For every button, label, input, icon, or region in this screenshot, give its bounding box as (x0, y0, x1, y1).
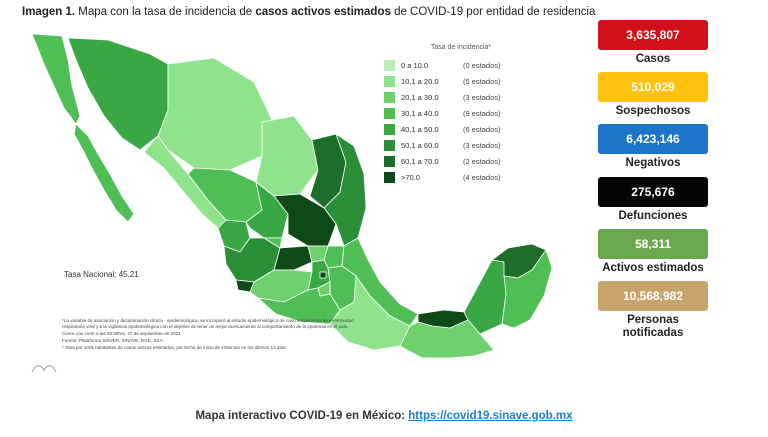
legend-swatch (384, 139, 395, 151)
stat-label: Casos (635, 53, 671, 65)
stats-panel: 3,635,807 Casos 510,029 Sospechosos 6,423,14… (598, 20, 708, 347)
state-sonora[interactable] (67, 37, 169, 151)
legend-item: 30.1 a 40.0 (9 estados) (384, 105, 544, 121)
legend-range: 30.1 a 40.0 (401, 108, 439, 118)
legend-swatch (384, 155, 395, 167)
stat-label: Sospechosos (615, 105, 691, 118)
state-guerrero[interactable] (256, 287, 341, 325)
title-part2: de COVID-19 por entidad de residencia (390, 6, 596, 18)
state-cdmx[interactable] (319, 271, 327, 279)
footnotes: *La variable de asociación y dictaminaci… (62, 318, 362, 352)
footnote: Cierre con corte a las 09:00hrs, 27 de s… (62, 330, 181, 336)
state-guanajuato[interactable] (273, 245, 313, 271)
stat-label: Defunciones (618, 209, 688, 222)
stat-value-box: 510,029 (598, 72, 708, 103)
legend-range: 40.1 a 50.0 (401, 124, 439, 134)
legend-count: (3 estados) (463, 92, 501, 102)
title-bold: casos activos estimados (255, 6, 391, 18)
legend-swatch (384, 75, 395, 87)
stat-label: Personas notificadas (622, 314, 684, 340)
legend-count: (0 estados) (463, 60, 501, 70)
national-rate: Tasa Nacional: 45.21 (64, 270, 139, 279)
legend-item: >70.0 (4 estados) (384, 169, 544, 185)
title-prefix: Imagen 1. (22, 6, 76, 18)
state-aguascalientes[interactable] (262, 237, 283, 249)
state-quintana-roo[interactable] (501, 249, 553, 329)
footnote: Fuente: Plataforma SISVER, SINAVE, DGE, … (62, 337, 164, 343)
map-legend: Tasa de incidencia* 0 a 10.0 (0 estados) 1… (384, 44, 544, 185)
legend-range: 20.1 a 30.0 (401, 92, 439, 102)
legend-count: (4 estados) (463, 172, 501, 182)
legend-count: (6 estados) (463, 124, 501, 134)
legend-title: Tasa de incidencia* (430, 44, 492, 51)
state-chihuahua[interactable] (157, 57, 273, 171)
stat-value-box: 58,311 (598, 228, 708, 259)
legend-range: >70.0 (401, 172, 420, 182)
mexico-choropleth-map (31, 33, 553, 359)
stat-value-box: 275,676 (598, 176, 708, 207)
footer-link[interactable]: https://covid19.sinave.gob.mx (408, 410, 573, 422)
legend-swatch (384, 91, 395, 103)
legend-swatch (384, 123, 395, 135)
footer-text: Mapa interactivo COVID-19 en México: (195, 410, 409, 422)
legend-item: 40.1 a 50.0 (6 estados) (384, 121, 544, 137)
legend-count: (9 estados) (463, 108, 501, 118)
footer: Mapa interactivo COVID-19 en México: htt… (0, 410, 768, 422)
legend-item: 20.1 a 30.0 (3 estados) (384, 89, 544, 105)
small-doodle-icon (31, 365, 57, 373)
stat-value-box: 10,568,982 (598, 281, 708, 312)
stat-label: Negativos (625, 157, 681, 170)
legend-range: 10.1 a 20.0 (401, 76, 439, 86)
legend-item: 60.1 a 70.0 (2 estados) (384, 153, 544, 169)
state-hidalgo[interactable] (323, 245, 345, 269)
legend-swatch (384, 59, 395, 71)
state-coahuila[interactable] (255, 115, 319, 197)
legend-range: 0 a 10.0 (401, 60, 429, 70)
footnote: *La variable de asociación y dictaminaci… (62, 318, 354, 329)
legend-range: 60.1 a 70.0 (401, 156, 439, 166)
title-part1: Mapa con la tasa de incidencia de (75, 6, 256, 18)
stat-value-box: 6,423,146 (598, 124, 708, 155)
state-baja-california-sur[interactable] (73, 123, 135, 223)
legend-count: (5 estados) (463, 76, 501, 86)
state-oaxaca[interactable] (329, 274, 411, 351)
legend-swatch (384, 107, 395, 119)
legend-rows: 0 a 10.0 (0 estados) 10.1 a 20.0 (5 estados… (384, 57, 544, 185)
state-campeche[interactable] (463, 259, 507, 335)
stat-label: Activos estimados (602, 261, 704, 274)
legend-range: 50.1 a 60.0 (401, 140, 439, 150)
legend-swatch (384, 171, 395, 183)
legend-item: 50.1 a 60.0 (3 estados) (384, 137, 544, 153)
legend-count: (3 estados) (463, 140, 501, 150)
footnote: * Tasa por 100k habitantes de casos acti… (62, 344, 287, 350)
state-baja-california[interactable] (31, 33, 81, 125)
legend-item: 0 a 10.0 (0 estados) (384, 57, 544, 73)
map-title: Imagen 1. Mapa con la tasa de incidencia… (22, 6, 595, 18)
legend-count: (2 estados) (463, 156, 501, 166)
stat-value-box: 3,635,807 (598, 20, 708, 50)
legend-item: 10.1 a 20.0 (5 estados) (384, 73, 544, 89)
